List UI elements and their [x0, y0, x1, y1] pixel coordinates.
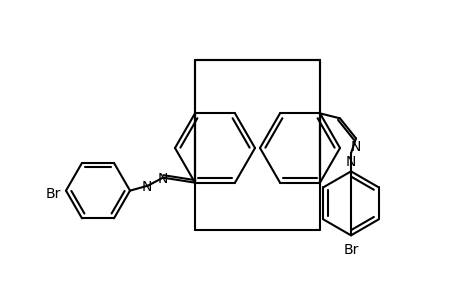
- Text: N: N: [157, 172, 168, 186]
- Text: N: N: [141, 180, 152, 194]
- Text: Br: Br: [45, 187, 61, 201]
- Text: N: N: [345, 155, 355, 170]
- Text: N: N: [350, 140, 360, 154]
- Text: Br: Br: [342, 243, 358, 257]
